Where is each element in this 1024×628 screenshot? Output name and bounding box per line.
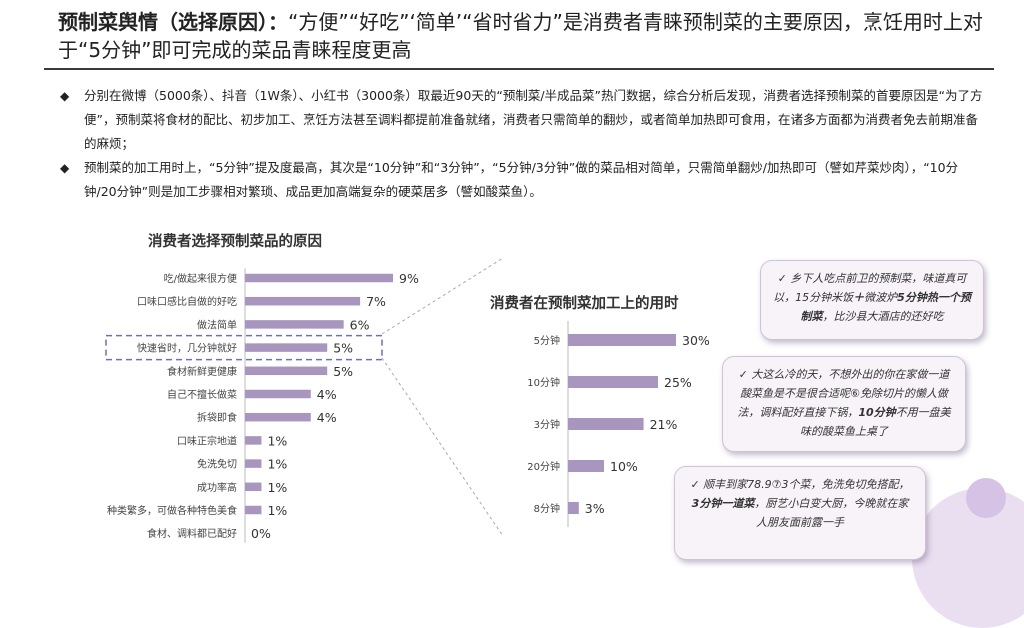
value-label: 25% — [664, 375, 692, 390]
category-label: 快速省时，几分钟就好 — [137, 342, 237, 355]
charts-canvas: 吃/做起来很方便 9% 口味口感比自做的好吃 7% 做法简单 6% 快速省时，几分钟就好 5%… — [105, 257, 710, 543]
bar — [245, 320, 344, 329]
value-label: 0% — [251, 526, 271, 541]
bullet-item: ◆ 预制菜的加工用时上，“5分钟”提及度最高，其次是“10分钟”和“3分钟”，“5… — [60, 156, 990, 204]
bar — [568, 502, 579, 514]
chart2-title: 消费者在预制菜加工上的用时 — [490, 296, 679, 312]
connector-line-lower — [381, 357, 504, 537]
value-label: 30% — [682, 333, 710, 348]
category-label: 10分钟 — [527, 376, 560, 389]
value-label: 1% — [267, 457, 287, 472]
page-title: 预制菜舆情（选择原因）：“方便”“好吃”‘简单’“省时省力”是消费者青睐预制菜的… — [58, 8, 988, 64]
category-label: 做法简单 — [197, 318, 237, 331]
value-label: 4% — [317, 387, 337, 402]
category-label: 口味正宗地道 — [177, 434, 237, 447]
bar — [245, 459, 262, 468]
category-label: 吃/做起来很方便 — [164, 272, 237, 285]
check-icon: ✓ — [690, 478, 700, 491]
chart1-title: 消费者选择预制菜品的原因 — [148, 234, 322, 250]
category-label: 食材、调料都已配好 — [147, 527, 237, 540]
value-label: 4% — [317, 410, 337, 425]
category-label: 食材新鲜更健康 — [167, 365, 237, 378]
value-label: 1% — [267, 480, 287, 495]
category-label: 免洗免切 — [197, 458, 237, 471]
value-label: 1% — [267, 503, 287, 518]
category-label: 20分钟 — [527, 460, 560, 473]
value-label: 1% — [267, 433, 287, 448]
value-label: 21% — [650, 417, 678, 432]
category-label: 种类繁多，可做各种特色美食 — [107, 504, 237, 517]
comment-bubble-2: ✓ 大这么冷的天，不想外出的你在家做一道酸菜鱼是不是很合适呢⑥免除切片的懒人做法… — [722, 356, 966, 452]
decor-circle-small — [966, 478, 1006, 518]
bar — [245, 296, 361, 306]
title-bold: 预制菜舆情（选择原因）： — [58, 10, 288, 34]
diamond-bullet-icon: ◆ — [60, 89, 70, 103]
value-label: 5% — [333, 341, 353, 356]
bar — [245, 366, 328, 376]
category-label: 8分钟 — [534, 502, 560, 515]
bar — [245, 343, 328, 352]
title-divider — [44, 68, 994, 70]
value-label: 9% — [399, 271, 419, 286]
bar — [568, 460, 604, 472]
category-label: 口味口感比自做的好吃 — [137, 295, 237, 308]
bar — [245, 505, 262, 515]
value-label: 10% — [610, 459, 638, 474]
bullet-text: 分别在微博（5000条）、抖音（1W条）、小红书（3000条）取最近90天的“预… — [84, 88, 983, 151]
bullet-text: 预制菜的加工用时上，“5分钟”提及度最高，其次是“10分钟”和“3分钟”，“5分… — [84, 160, 959, 199]
category-label: 成功率高 — [197, 481, 237, 494]
category-label: 自己不擅长做菜 — [167, 388, 237, 401]
bullet-item: ◆ 分别在微博（5000条）、抖音（1W条）、小红书（3000条）取最近90天的“… — [60, 84, 990, 156]
chart1: 吃/做起来很方便 9% 口味口感比自做的好吃 7% 做法简单 6% 快速省时，几分钟就好 5%… — [105, 257, 504, 543]
bar — [245, 412, 311, 422]
value-label: 7% — [366, 294, 386, 309]
bar — [568, 376, 658, 388]
value-label: 5% — [333, 364, 353, 379]
check-icon: ✓ — [738, 368, 748, 381]
bar — [568, 334, 676, 346]
comment-bubble-1: ✓ 乡下人吃点前卫的预制菜，味道真可以，15分钟米饭＋微波炉5分钟热一个预制菜，… — [760, 260, 984, 340]
bar — [568, 418, 644, 430]
check-icon: ✓ — [777, 272, 787, 285]
value-label: 3% — [585, 501, 605, 516]
bar — [245, 436, 262, 445]
bullet-list: ◆ 分别在微博（5000条）、抖音（1W条）、小红书（3000条）取最近90天的“… — [60, 84, 990, 204]
diamond-bullet-icon: ◆ — [60, 161, 70, 175]
category-label: 3分钟 — [534, 418, 560, 431]
chart2: 5分钟 30% 10分钟 25% 3分钟 21% 20分钟 10% 8分钟 3% — [527, 321, 710, 527]
bar — [245, 273, 393, 283]
value-label: 6% — [350, 317, 370, 332]
bar — [245, 389, 311, 399]
category-label: 拆袋即食 — [197, 411, 237, 424]
title-rest: “方便”“好吃”‘简单’“省时省力”是消费者青睐预制菜的主要原因，烹饪用时上对于… — [58, 10, 983, 62]
comment-bubble-3: ✓ 顺丰到家78.9⑦3个菜，免洗免切免搭配，3分钟一道菜，厨艺小白变大厨，今晚… — [674, 466, 926, 560]
category-label: 5分钟 — [534, 334, 560, 347]
bar — [245, 482, 262, 492]
connector-line-upper — [381, 257, 504, 335]
